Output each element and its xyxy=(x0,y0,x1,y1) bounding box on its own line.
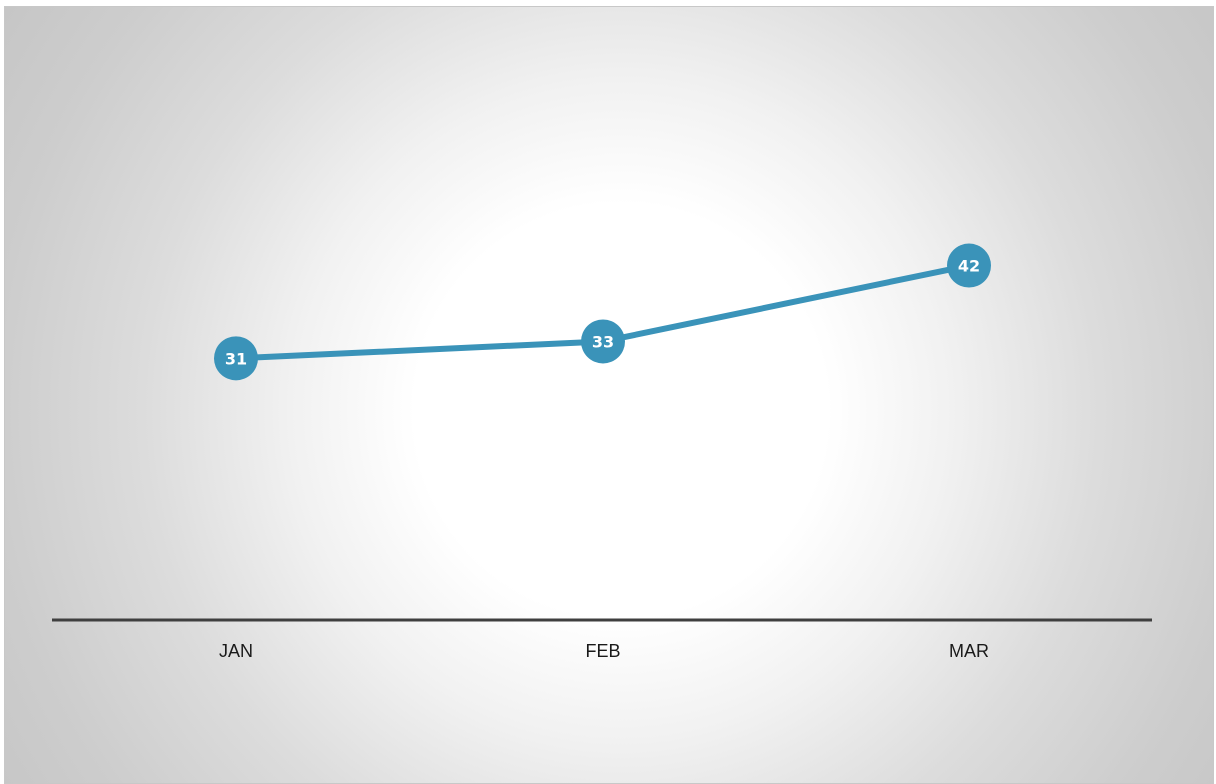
x-tick-label: FEB xyxy=(585,641,620,661)
data-label: 42 xyxy=(958,257,980,276)
data-label: 31 xyxy=(225,349,247,368)
chart-area xyxy=(4,6,1214,784)
data-label: 33 xyxy=(592,332,614,351)
x-tick-label: MAR xyxy=(949,641,989,661)
series-layer: 31 33 42 xyxy=(214,243,991,381)
data-point-marker xyxy=(947,243,991,288)
data-point-marker xyxy=(581,319,625,364)
data-point-marker xyxy=(214,336,258,381)
x-tick-label: JAN xyxy=(219,641,253,661)
x-tick-labels: JAN FEB MAR xyxy=(219,641,989,661)
